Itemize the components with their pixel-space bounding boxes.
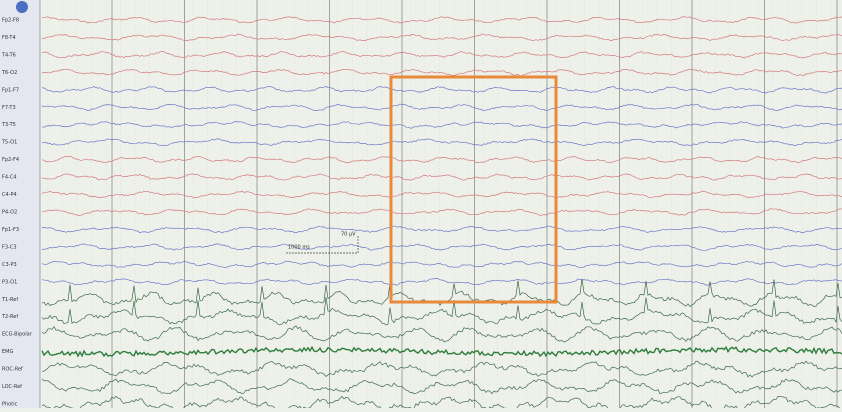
channel-label: T4-T6: [1, 52, 16, 58]
channel-label: T2-Ref: [1, 314, 18, 320]
channel-label: ROC-Ref: [2, 367, 23, 373]
time-grid: [48, 0, 837, 408]
scale-marker: 1000 ms 70 µV: [286, 232, 358, 254]
eeg-trace: [42, 139, 842, 146]
eeg-trace: [42, 156, 842, 163]
channel-label: T1-Ref: [1, 297, 18, 303]
eeg-trace: [42, 261, 842, 268]
eeg-trace: [42, 244, 842, 250]
eeg-trace: [42, 379, 842, 394]
eeg-trace: [42, 278, 842, 285]
eeg-trace: [42, 17, 842, 24]
channel-label: EMG: [2, 349, 13, 355]
channel-label: ECG-Bipolar: [2, 332, 33, 338]
channel-label: C4-P4: [2, 192, 17, 198]
channel-label: T6-O2: [1, 70, 17, 76]
channel-label: LOC-Ref: [2, 384, 22, 390]
eeg-trace: [42, 34, 842, 41]
eeg-trace: [42, 104, 842, 111]
amplitude-scale-label: 70 µV: [341, 232, 356, 238]
time-scale-label: 1000 ms: [288, 245, 310, 251]
eeg-trace: [42, 69, 842, 76]
channel-label: Fp1-F7: [2, 87, 19, 93]
eeg-screen: Fp2-F8 F8-T4 T4-T6 T6-O2 Fp1-F7 F7-T3 T3-T5 T5-…: [0, 0, 842, 408]
label-column: [0, 0, 40, 408]
eeg-trace: [42, 51, 842, 58]
eeg-view: Fp2-F8 F8-T4 T4-T6 T6-O2 Fp1-F7 F7-T3 T3-T5 T5-…: [0, 0, 842, 408]
channel-label: F8-T4: [2, 35, 16, 41]
traces: [42, 17, 842, 408]
eeg-trace: [42, 86, 842, 93]
channel-label: Fp2-F4: [2, 157, 19, 163]
eeg-trace: [42, 347, 842, 356]
channel-label: F3-C3: [2, 244, 17, 250]
menu-button[interactable]: [16, 1, 28, 13]
channel-label: Fp1-F3: [2, 227, 19, 233]
eeg-trace: [42, 361, 842, 377]
eeg-trace: [42, 209, 842, 216]
eeg-trace: [42, 174, 842, 181]
channel-label: T3-T5: [1, 122, 16, 128]
eeg-trace: [42, 191, 842, 198]
eeg-trace: [42, 226, 842, 233]
channel-label: F7-T3: [2, 105, 16, 111]
channel-label: F4-C4: [2, 175, 17, 181]
channel-label: Fp2-F8: [2, 18, 19, 24]
channel-label: C3-P3: [2, 262, 17, 268]
highlight-box: [391, 77, 556, 302]
channel-label: P3-O1: [2, 279, 17, 285]
channel-label: P4-O2: [2, 210, 17, 216]
eeg-trace: [42, 121, 842, 128]
channel-label: Photic: [2, 402, 18, 408]
eeg-trace: [42, 396, 842, 408]
eeg-trace: [42, 326, 842, 342]
channel-label: T5-O1: [1, 140, 17, 146]
